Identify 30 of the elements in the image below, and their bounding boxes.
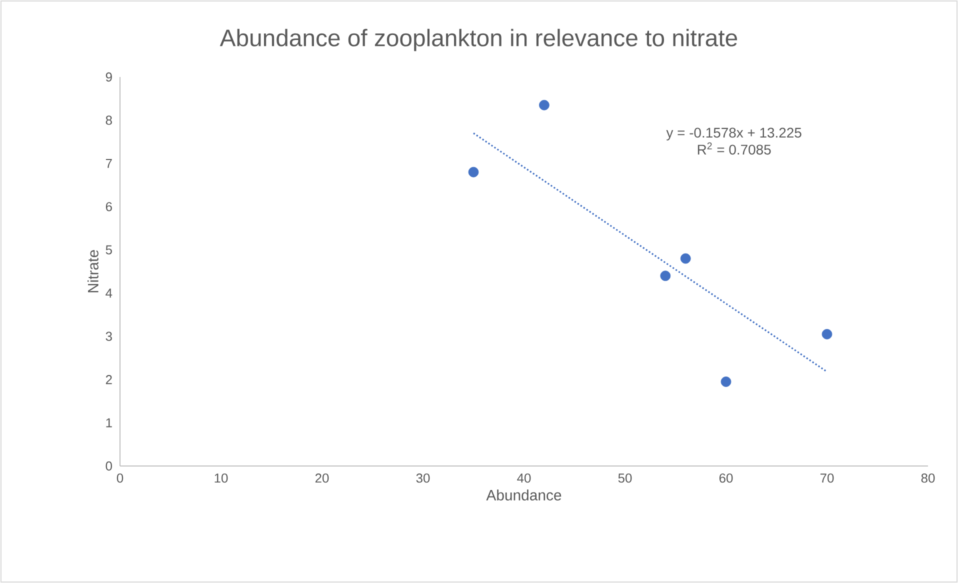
x-tick-label: 0 (116, 474, 124, 483)
y-tick-label: 6 (106, 202, 112, 212)
y-tick-label: 3 (106, 332, 112, 341)
y-tick-label: 2 (106, 375, 112, 384)
point (720, 376, 732, 387)
y-tick-label: 7 (106, 158, 112, 168)
x-tick-label: 40 (517, 474, 531, 483)
y-tick-label: 5 (106, 245, 112, 254)
point (680, 253, 691, 264)
annotation: y = -0.1578x + 13.225 (666, 128, 802, 140)
x-tick-label: 30 (416, 474, 430, 483)
x-tick-label: 50 (618, 474, 632, 483)
y-tick-label: 8 (106, 116, 112, 125)
y-axis-title: Nitrate (87, 250, 98, 292)
x-tick-label: 10 (214, 474, 228, 483)
y-tick-label: 1 (106, 418, 112, 428)
chart-title: Abundance of zooplankton in relevance to nitrate (220, 28, 738, 52)
x-tick-label: 80 (921, 474, 935, 483)
x-tick-label: 20 (315, 474, 329, 483)
x-axis-title: Abundance (486, 490, 562, 500)
point (822, 328, 832, 340)
point (468, 166, 479, 178)
y-tick-label: 9 (106, 72, 112, 82)
annotation: R$^{2}$ = 0.7085 (698, 142, 771, 155)
point (539, 100, 550, 110)
x-tick-label: 60 (719, 474, 733, 483)
y-tick-label: 4 (106, 288, 112, 298)
x-tick-label: 70 (820, 474, 834, 483)
point (660, 270, 671, 281)
y-tick-label: 0 (106, 461, 112, 471)
